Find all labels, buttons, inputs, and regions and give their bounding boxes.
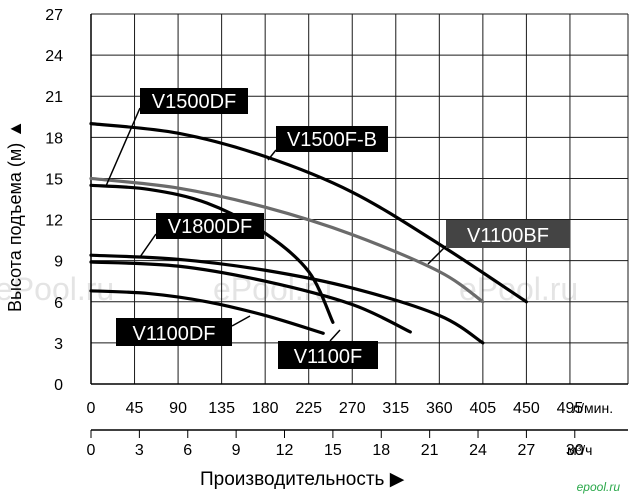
- series-label-leader: [105, 107, 141, 187]
- series-label-leader: [427, 245, 447, 265]
- x-tick-label-m3h: 21: [421, 442, 439, 459]
- x-tick-label-lmin: 135: [208, 400, 235, 417]
- series-label-text: V1100BF: [467, 225, 549, 247]
- x-unit-m3h: м³/ч: [567, 442, 592, 458]
- x-tick-label-m3h: 18: [372, 442, 390, 459]
- y-tick-label: 3: [54, 336, 63, 353]
- series-label-leader: [267, 149, 277, 161]
- x-tick-label-lmin: 360: [426, 400, 453, 417]
- series-label-text: V1800DF: [168, 216, 253, 238]
- x-tick-labels-lmin: 0 45 90 135 180 225 270 315 360 405 450 495: [87, 400, 584, 417]
- series-label-text: V1500F-B: [287, 129, 377, 151]
- y-tick-label: 15: [45, 171, 63, 188]
- x-tick-label-lmin: 0: [87, 400, 96, 417]
- y-tick-label: 12: [45, 213, 63, 230]
- x-tick-label-m3h: 9: [232, 442, 241, 459]
- series-labels: V1500F-B V1100BF V1500DF V1800DF V1100F V1100…: [105, 88, 570, 369]
- x-tick-label-m3h: 15: [324, 442, 342, 459]
- y-axis-title: Высота подъема (м) ▲: [5, 120, 25, 312]
- series-line-v1100bf: [89, 176, 485, 304]
- x-tick-label-lmin: 225: [295, 400, 322, 417]
- x-tick-label-lmin: 495: [557, 400, 584, 417]
- x-tick-label-m3h: 0: [87, 442, 96, 459]
- y-tick-labels: 0 3 6 9 12 15 18 21 24 27: [45, 7, 63, 394]
- y-tick-label: 0: [54, 377, 63, 394]
- x-tick-labels-m3h: 0 3 6 9 12 15 18 21 24 27 30: [87, 430, 584, 459]
- y-tick-label: 6: [54, 295, 63, 312]
- x-tick-label-m3h: 12: [276, 442, 294, 459]
- watermark-text: ePool.ru: [0, 271, 114, 307]
- series-line-v1800df: [89, 253, 485, 345]
- series-label-box: [116, 318, 232, 346]
- y-tick-label: 27: [45, 7, 63, 24]
- x-tick-label-m3h: 24: [469, 442, 487, 459]
- grid: [90, 13, 629, 385]
- x-tick-label-lmin: 315: [382, 400, 409, 417]
- x-tick-label-m3h: 3: [135, 442, 144, 459]
- y-tick-label: 24: [45, 48, 63, 65]
- series-label-box: [156, 213, 264, 239]
- site-logo: epool.ru: [577, 480, 621, 494]
- series-label-leader: [329, 329, 341, 342]
- series-label-text: V1500DF: [152, 91, 237, 113]
- x-tick-label-lmin: 270: [339, 400, 366, 417]
- series-line-v1100f: [89, 260, 412, 334]
- series-label-text: V1100DF: [132, 323, 215, 345]
- series-line-v1100df: [89, 289, 325, 335]
- series-label-box: [278, 341, 378, 369]
- x-axis-title: Производительность ▶: [200, 469, 405, 490]
- x-tick-label-lmin: 45: [126, 400, 144, 417]
- x-tick-label-lmin: 90: [169, 400, 187, 417]
- watermark-text: ePool.ru: [459, 271, 578, 307]
- x-tick-label-m3h: 27: [518, 442, 536, 459]
- series-label-leader: [231, 315, 251, 327]
- x-tick-label-m3h: 6: [183, 442, 192, 459]
- series-label-text: V1100F: [294, 346, 363, 368]
- x-tick-label-lmin: 405: [470, 400, 497, 417]
- series-label-box: [140, 88, 248, 114]
- x-tick-label-lmin: 450: [513, 400, 540, 417]
- y-tick-label: 21: [45, 89, 63, 106]
- y-tick-label: 18: [45, 130, 63, 147]
- x-unit-lmin: л/мин.: [572, 400, 613, 416]
- x-tick-label-m3h: 30: [566, 442, 584, 459]
- series-label-box: [446, 220, 570, 248]
- series-label-leader: [139, 233, 157, 258]
- y-tick-label: 9: [54, 254, 63, 271]
- x-tick-label-lmin: 180: [252, 400, 279, 417]
- series-line-v1500f-b: [89, 122, 529, 304]
- series-label-box: [276, 126, 388, 152]
